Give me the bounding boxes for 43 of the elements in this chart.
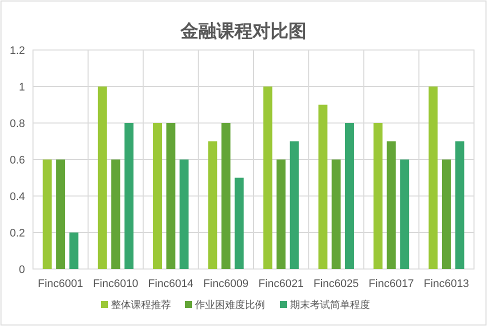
y-tick-label: 0.6 [10,154,25,166]
x-tick-label: Finc6025 [314,278,359,290]
bar [98,86,107,269]
bar [208,141,218,269]
x-tick-label: Finc6013 [424,278,470,290]
bar [263,86,272,269]
legend-label: 作业困难度比例 [194,299,265,311]
bar [400,160,410,269]
bar [56,160,66,269]
bar [166,123,176,269]
x-tick-label: Finc6010 [93,278,138,290]
bar [234,178,244,269]
bar [455,141,464,269]
bar [386,141,396,269]
bar [374,123,383,269]
bar [180,160,189,269]
x-tick-label: Finc6014 [148,278,194,290]
bar [42,160,52,269]
x-tick-label: Finc6009 [203,278,249,290]
y-tick-label: 1.2 [10,45,25,57]
bar [344,123,354,269]
bar [428,86,438,269]
bar [318,104,328,269]
bar [111,160,120,269]
x-tick-label: Finc6021 [258,278,304,290]
bar [124,123,134,269]
bar [332,160,341,269]
chart-title: 金融课程对比图 [180,21,306,41]
y-tick-label: 0 [18,264,25,276]
legend-label: 期末考试简单程度 [290,299,370,311]
y-tick-label: 0.4 [10,191,25,203]
y-tick-label: 0.2 [10,228,25,240]
x-tick-label: Finc6001 [38,278,84,290]
bar [153,123,162,269]
bar [442,160,451,269]
y-tick-label: 0.8 [10,118,25,130]
bar [221,123,230,269]
bar [276,160,286,269]
bar [69,232,78,269]
bar [290,141,299,269]
y-tick-label: 1 [18,82,25,94]
legend-label: 整体课程推荐 [111,299,171,311]
x-tick-label: Finc6017 [368,278,414,290]
